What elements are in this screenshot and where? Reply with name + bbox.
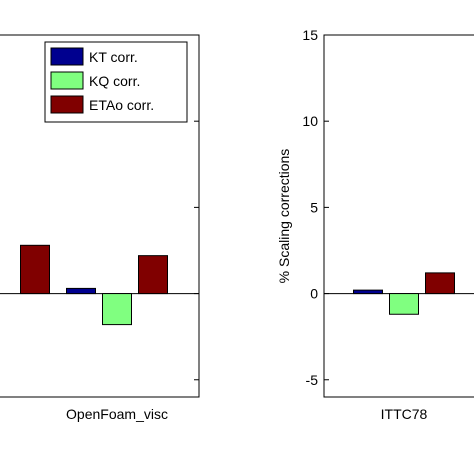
left-y-ticks — [194, 120, 199, 381]
left-plot-frame — [0, 34, 200, 398]
right-y-ticks: -5 0 5 10 15 — [302, 27, 329, 388]
y-tick-label: 15 — [302, 27, 318, 43]
y-tick-label: 5 — [310, 199, 318, 215]
legend: KT corr. KQ corr. ETAo corr. — [44, 41, 188, 123]
right-bars — [353, 272, 455, 315]
right-category-labels: ITTC78 — [381, 406, 428, 422]
legend-swatch — [50, 95, 84, 114]
legend-label: KT corr. — [89, 49, 138, 65]
bar — [353, 289, 383, 295]
y-tick-label: -5 — [306, 372, 319, 388]
y-tick-label: 0 — [310, 286, 318, 302]
left-category-labels: OpenFoam_visc — [66, 406, 168, 422]
left-bars — [20, 244, 168, 326]
legend-swatch — [50, 47, 84, 66]
bar — [66, 287, 96, 295]
x-category-label: ITTC78 — [381, 406, 428, 422]
left-chart-panel: OpenFoam_visc KT corr. KQ corr. ETAo corr. — [0, 34, 200, 422]
y-tick-label: 10 — [302, 113, 318, 129]
bar — [389, 293, 419, 315]
legend-label: ETAo corr. — [89, 97, 154, 113]
bar — [20, 244, 50, 295]
bar — [425, 272, 455, 295]
right-plot-frame — [323, 34, 474, 398]
bar — [138, 255, 168, 295]
legend-label: KQ corr. — [89, 73, 140, 89]
bar — [102, 293, 132, 326]
right-chart-panel: -5 0 5 10 15 ITTC78 % Scaling corrections — [276, 27, 474, 422]
x-category-label: OpenFoam_visc — [66, 406, 168, 422]
legend-swatch — [50, 71, 84, 90]
right-y-axis-title: % Scaling corrections — [276, 149, 292, 284]
